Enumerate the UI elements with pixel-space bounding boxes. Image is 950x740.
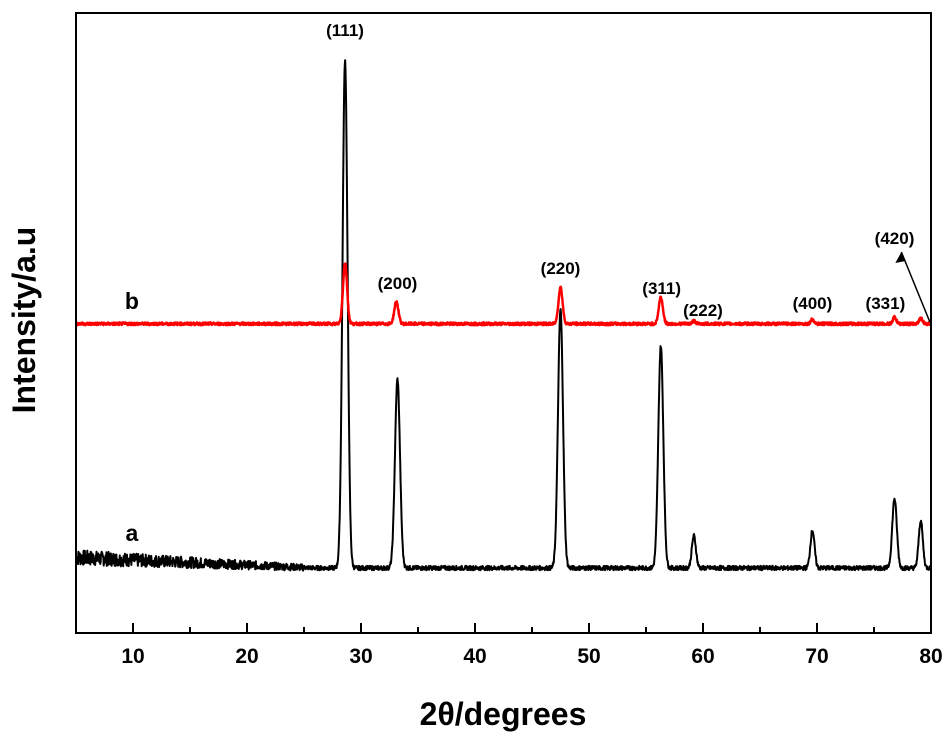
x-tick-label: 20 bbox=[235, 645, 258, 668]
y-axis-title: Intensity/a.u bbox=[6, 227, 42, 414]
x-tick-label: 40 bbox=[463, 645, 486, 668]
x-tick-label: 30 bbox=[349, 645, 372, 668]
series-line-b bbox=[75, 262, 932, 327]
peak-label: (220) bbox=[541, 259, 581, 278]
x-tick-label: 70 bbox=[805, 645, 828, 668]
peak-label: (222) bbox=[683, 301, 723, 320]
x-axis-title: 2θ/degrees bbox=[420, 696, 587, 732]
x-tick-label: 50 bbox=[577, 645, 600, 668]
series-line-a bbox=[75, 59, 932, 572]
series-label-b: b bbox=[125, 288, 139, 314]
plot-frame bbox=[75, 12, 932, 634]
arrow-head-icon bbox=[895, 252, 906, 263]
peak-label: (331) bbox=[866, 294, 906, 313]
peak-label: (420) bbox=[875, 229, 915, 248]
peak-420-arrow bbox=[900, 251, 931, 323]
peak-label: (200) bbox=[378, 274, 418, 293]
x-tick-label: 60 bbox=[691, 645, 714, 668]
x-tick-label: 10 bbox=[121, 645, 144, 668]
peak-label: (311) bbox=[642, 279, 681, 298]
series-label-a: a bbox=[125, 520, 138, 546]
x-tick-label: 80 bbox=[919, 645, 942, 668]
peak-label: (111) bbox=[326, 21, 364, 40]
peak-label: (400) bbox=[793, 294, 833, 313]
